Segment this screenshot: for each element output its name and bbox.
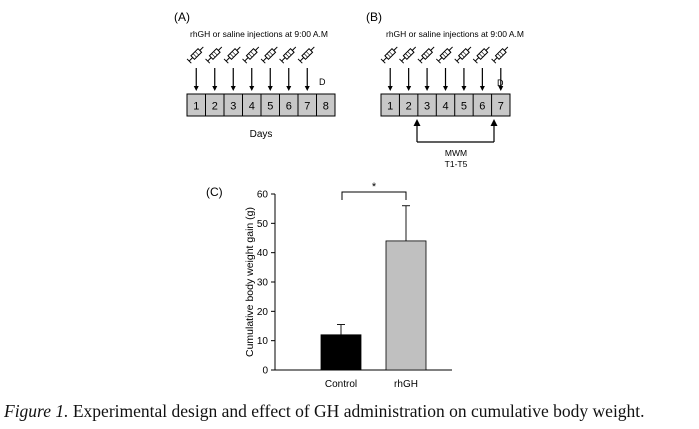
- x-tick-labels: Control rhGH: [325, 379, 418, 390]
- panel-a-label: (A): [174, 10, 190, 24]
- day-cell-label: 3: [424, 101, 430, 113]
- injection-arrowhead: [424, 86, 430, 91]
- day-cell-label: 7: [498, 101, 504, 113]
- bar-rhgh: [385, 240, 427, 371]
- syringe-icon: [297, 46, 315, 64]
- panel-c-label: (C): [206, 185, 223, 199]
- day-cell-label: 4: [442, 101, 448, 113]
- day-cell-label: 3: [230, 101, 236, 113]
- injection-arrowhead: [479, 86, 485, 91]
- syringe-icon: [472, 46, 490, 64]
- bar-control: [320, 334, 362, 371]
- panel-a-syringes: [186, 46, 315, 64]
- day-cell-label: 6: [479, 101, 485, 113]
- syringe-icon: [454, 46, 472, 64]
- y-ticks: 0 10 20 30 40 50 60: [257, 190, 275, 377]
- panel-b-label: (B): [366, 10, 382, 24]
- mwm-bracket: [413, 119, 498, 143]
- syringe-icon: [380, 46, 398, 64]
- bars: [320, 205, 427, 371]
- panel-a-axis-label: Days: [250, 129, 273, 140]
- syringe-icon: [223, 46, 241, 64]
- injection-arrowhead: [267, 86, 273, 91]
- syringe-icon: [242, 46, 260, 64]
- syringe-icon: [491, 46, 509, 64]
- x-tick-label: Control: [325, 379, 357, 390]
- x-tick-label: rhGH: [394, 379, 418, 390]
- day-cell-label: 1: [193, 101, 199, 113]
- injection-arrowhead: [286, 86, 292, 91]
- y-tick-label: 10: [257, 336, 269, 347]
- y-tick-label: 60: [257, 190, 269, 201]
- syringe-icon: [399, 46, 417, 64]
- day-cell-label: 5: [267, 101, 273, 113]
- injection-arrowhead: [193, 86, 199, 91]
- day-cell-label: 7: [304, 101, 310, 113]
- panel-a-injection-label: rhGH or saline injections at 9:00 A.M: [190, 29, 328, 39]
- day-cell-label: 4: [249, 101, 255, 113]
- panel-b-injection-label: rhGH or saline injections at 9:00 A.M: [386, 29, 524, 39]
- injection-arrowhead: [249, 86, 255, 91]
- significance-marker: *: [372, 181, 377, 193]
- panel-b-syringes: [380, 46, 509, 64]
- y-tick-label: 50: [257, 219, 269, 230]
- injection-arrowhead: [406, 86, 412, 91]
- syringe-icon: [417, 46, 435, 64]
- injection-arrowhead: [304, 86, 310, 91]
- injection-arrowhead: [443, 86, 449, 91]
- significance-bracket: [341, 191, 407, 200]
- injection-arrowhead: [498, 86, 504, 91]
- mwm-label: MWM: [445, 148, 467, 158]
- injection-arrowhead: [230, 86, 236, 91]
- figure-caption: Figure 1. Experimental design and effect…: [4, 401, 699, 422]
- syringe-icon: [205, 46, 223, 64]
- y-tick-label: 30: [257, 278, 269, 289]
- panel-b-arrows: [387, 68, 504, 91]
- figure-label: Figure 1.: [4, 401, 69, 421]
- day-cell-label: 2: [406, 101, 412, 113]
- day-cell-label: 1: [387, 101, 393, 113]
- mwm-sublabel: T1-T5: [445, 159, 468, 169]
- day-cell-label: 5: [461, 101, 467, 113]
- syringe-icon: [435, 46, 453, 64]
- caption-text: Experimental design and effect of GH adm…: [68, 401, 645, 421]
- y-tick-label: 40: [257, 248, 269, 259]
- day-cell-label: 8: [323, 101, 329, 113]
- injection-arrowhead: [212, 86, 218, 91]
- panel-a-arrows: [193, 68, 310, 91]
- y-axis-label: Cumulative body weight gain (g): [244, 207, 256, 357]
- syringe-icon: [186, 46, 204, 64]
- injection-arrowhead: [387, 86, 393, 91]
- panel-a-marker: D: [319, 77, 326, 87]
- syringe-icon: [279, 46, 297, 64]
- day-cell-label: 2: [212, 101, 218, 113]
- syringe-icon: [260, 46, 278, 64]
- y-tick-label: 0: [262, 366, 268, 377]
- injection-arrowhead: [461, 86, 467, 91]
- panel-b-marker: D: [497, 78, 504, 88]
- day-cell-label: 6: [286, 101, 292, 113]
- y-tick-label: 20: [257, 307, 269, 318]
